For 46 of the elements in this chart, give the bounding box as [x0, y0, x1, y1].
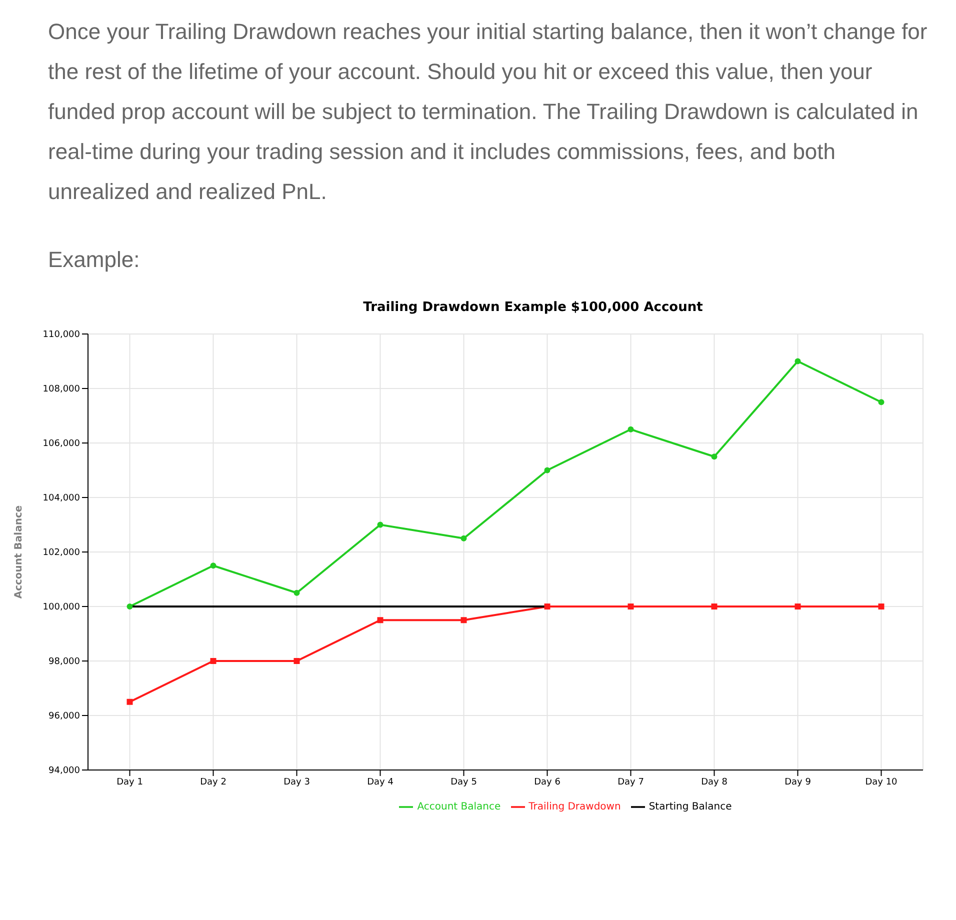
point [711, 604, 718, 610]
point [126, 604, 133, 610]
x-tick-label: Day 5 [450, 777, 477, 788]
point [544, 467, 550, 474]
x-tick-label: Day 6 [534, 777, 561, 788]
point [460, 617, 467, 624]
y-tick-label: 100,000 [42, 602, 80, 613]
y-tick-label: 106,000 [42, 439, 80, 450]
y-tick-label: 96,000 [48, 712, 80, 722]
legend-label: Account Balance [417, 802, 501, 813]
chart-title: Trailing Drawdown Example $100,000 Account [362, 300, 704, 317]
y-axis-title: Account Balance [14, 505, 25, 599]
x-tick-label: Day 2 [200, 777, 226, 788]
y-tick-label: 110,000 [42, 330, 80, 340]
y-tick-label: 102,000 [42, 548, 80, 558]
point [794, 358, 801, 364]
point [377, 522, 384, 528]
text: Example: [48, 246, 141, 274]
point [711, 454, 718, 460]
x-tick-label: Day 8 [701, 777, 728, 788]
point [210, 562, 216, 569]
point [878, 399, 884, 406]
x-tick-label: Day 7 [618, 777, 644, 788]
point [294, 590, 300, 596]
y-tick-label: 108,000 [42, 384, 80, 395]
legend-label: Starting Balance [648, 802, 732, 813]
point [126, 698, 133, 705]
x-tick-label: Day 1 [116, 777, 143, 788]
point [628, 604, 634, 610]
text: Once your Trailing Drawdown reaches your initial starting balance, then it won’t change for the rest of the lifetime of your account. Should you hit or exceed this value, then your funded prop account will be subject to termination. The Trailing Drawdown is calculated in real-time during your trading session and it includes commissions, fees, and both unrealized and realized PnL. [48, 18, 928, 206]
point [878, 604, 884, 610]
point [210, 658, 216, 664]
point [377, 617, 384, 624]
point [294, 658, 300, 664]
x-tick-label: Day 10 [865, 777, 898, 788]
x-tick-label: Day 9 [784, 777, 812, 788]
y-tick-label: 98,000 [48, 657, 80, 668]
legend-label: Trailing Drawdown [528, 802, 621, 813]
y-tick-label: 94,000 [48, 766, 80, 776]
point [544, 604, 550, 610]
y-tick-label: 104,000 [42, 494, 80, 504]
x-tick-label: Day 4 [367, 777, 394, 788]
point [794, 604, 801, 610]
point [460, 535, 467, 542]
x-tick-label: Day 3 [284, 777, 310, 788]
point [628, 426, 634, 432]
